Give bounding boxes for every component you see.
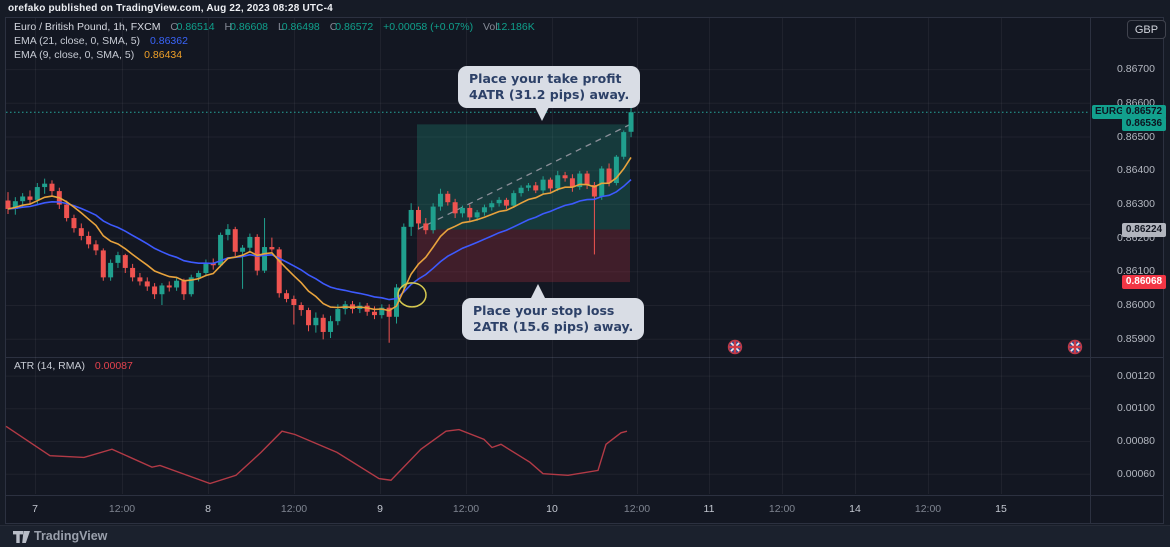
legend-atr-row[interactable]: ATR (14, RMA) 0.00087 <box>14 360 135 372</box>
ema21-line <box>7 179 632 301</box>
volume-value: 12.186K <box>495 21 535 33</box>
price-tick-label: 0.86700 <box>1117 63 1155 76</box>
current-price-chip: 0.86572 <box>1122 105 1166 120</box>
time-tick-label: 10 <box>546 503 558 515</box>
legend-symbol-row[interactable]: Euro / British Pound, 1h, FXCM O0.86514 … <box>14 21 537 33</box>
legend-ema9-row[interactable]: EMA (9, close, 0, SMA, 5) 0.86434 <box>14 49 184 61</box>
tradingview-brand-text[interactable]: TradingView <box>34 529 108 543</box>
atr-tick-label: 0.00080 <box>1117 435 1155 447</box>
holiday-flag-icon <box>727 339 743 355</box>
ema21-value: 0.86362 <box>149 35 188 47</box>
stop-loss-callout-tail <box>530 284 546 300</box>
close-value: 0.86572 <box>335 21 374 33</box>
take-profit-callout-line2: 4ATR (31.2 pips) away. <box>469 87 630 102</box>
time-tick-label: 8 <box>205 503 211 515</box>
time-tick-label: 12:00 <box>280 503 308 515</box>
ema9-value: 0.86434 <box>144 49 183 61</box>
price-tick-label: 0.86100 <box>1117 265 1155 278</box>
price-tick-label: 0.86300 <box>1117 197 1155 210</box>
currency-toggle-button[interactable]: GBP <box>1127 20 1166 39</box>
time-tick-label: 11 <box>703 503 715 515</box>
low-value: 0.86498 <box>281 21 320 33</box>
price-tick-label: 0.86000 <box>1117 299 1155 311</box>
high-value: 0.86608 <box>230 21 269 33</box>
entry-price-chip: 0.86224 <box>1122 222 1166 237</box>
entry-highlight-ellipse <box>397 282 427 308</box>
take-profit-callout-line1: Place your take profit <box>469 71 622 86</box>
footer-bar: TradingView <box>0 525 1170 547</box>
stop-loss-callout-line2: 2ATR (15.6 pips) away. <box>473 319 634 334</box>
holiday-flag-icon <box>1067 339 1083 355</box>
time-tick-label: 9 <box>377 503 383 515</box>
time-tick-label: 12:00 <box>452 503 480 515</box>
atr-tick-label: 0.00060 <box>1117 467 1155 480</box>
symbol-title: Euro / British Pound, 1h, FXCM <box>14 21 161 33</box>
atr-tick-label: 0.00100 <box>1117 402 1155 415</box>
pane-separator[interactable] <box>6 357 1164 358</box>
time-tick-label: 12:00 <box>108 503 136 515</box>
ema9-label: EMA (9, close, 0, SMA, 5) <box>14 49 135 61</box>
open-value: 0.86514 <box>176 21 215 33</box>
volume-label: Vol <box>483 21 498 33</box>
grid-lines <box>6 18 1090 494</box>
atr-tick-label: 0.00120 <box>1117 369 1155 382</box>
publish-header: orefako published on TradingView.com, Au… <box>8 3 333 14</box>
stop-loss-callout-line1: Place your stop loss <box>473 303 615 318</box>
take-profit-callout-tail <box>534 105 550 121</box>
atr-line <box>5 425 628 485</box>
ema9-line <box>7 156 632 312</box>
atr-value: 0.00087 <box>94 360 133 372</box>
time-tick-label: 15 <box>995 503 1007 515</box>
open-label: O <box>170 21 179 33</box>
legend-ema21-row[interactable]: EMA (21, close, 0, SMA, 5) 0.86362 <box>14 35 190 47</box>
tradingview-logo-icon[interactable] <box>13 530 30 547</box>
price-scale[interactable]: 0.86700 0.86600 0.86500 0.86400 0.86300 0.862… <box>1091 18 1165 495</box>
time-tick-label: 7 <box>32 503 38 515</box>
close-label: C <box>329 21 338 33</box>
price-tick-label: 0.86500 <box>1117 130 1155 143</box>
take-profit-price-chip: 0.86536 <box>1122 117 1166 132</box>
time-scale[interactable]: 7 12:00 8 12:00 9 12:00 10 12:00 11 12:00 14 12:00 1… <box>6 496 1090 524</box>
trend-projection-line <box>417 122 634 230</box>
time-tick-label: 14 <box>849 503 861 515</box>
atr-label: ATR (14, RMA) <box>14 360 85 372</box>
high-label: H <box>224 21 233 33</box>
change-value: +0.00058 (+0.07%) <box>383 21 474 33</box>
stop-loss-price-chip: 0.86068 <box>1122 275 1166 290</box>
take-profit-callout[interactable]: Place your take profit 4ATR (31.2 pips) … <box>458 66 641 108</box>
time-tick-label: 12:00 <box>768 503 796 515</box>
low-label: L <box>277 21 284 33</box>
time-tick-label: 12:00 <box>914 503 942 515</box>
time-tick-label: 12:00 <box>623 503 651 515</box>
time-scale-separator[interactable] <box>6 495 1164 496</box>
stop-loss-callout[interactable]: Place your stop loss 2ATR (15.6 pips) aw… <box>462 298 645 340</box>
price-tick-label: 0.85900 <box>1117 332 1155 345</box>
price-tick-label: 0.86400 <box>1117 164 1155 177</box>
ema21-label: EMA (21, close, 0, SMA, 5) <box>14 35 141 47</box>
price-scale-separator[interactable] <box>1090 18 1091 524</box>
